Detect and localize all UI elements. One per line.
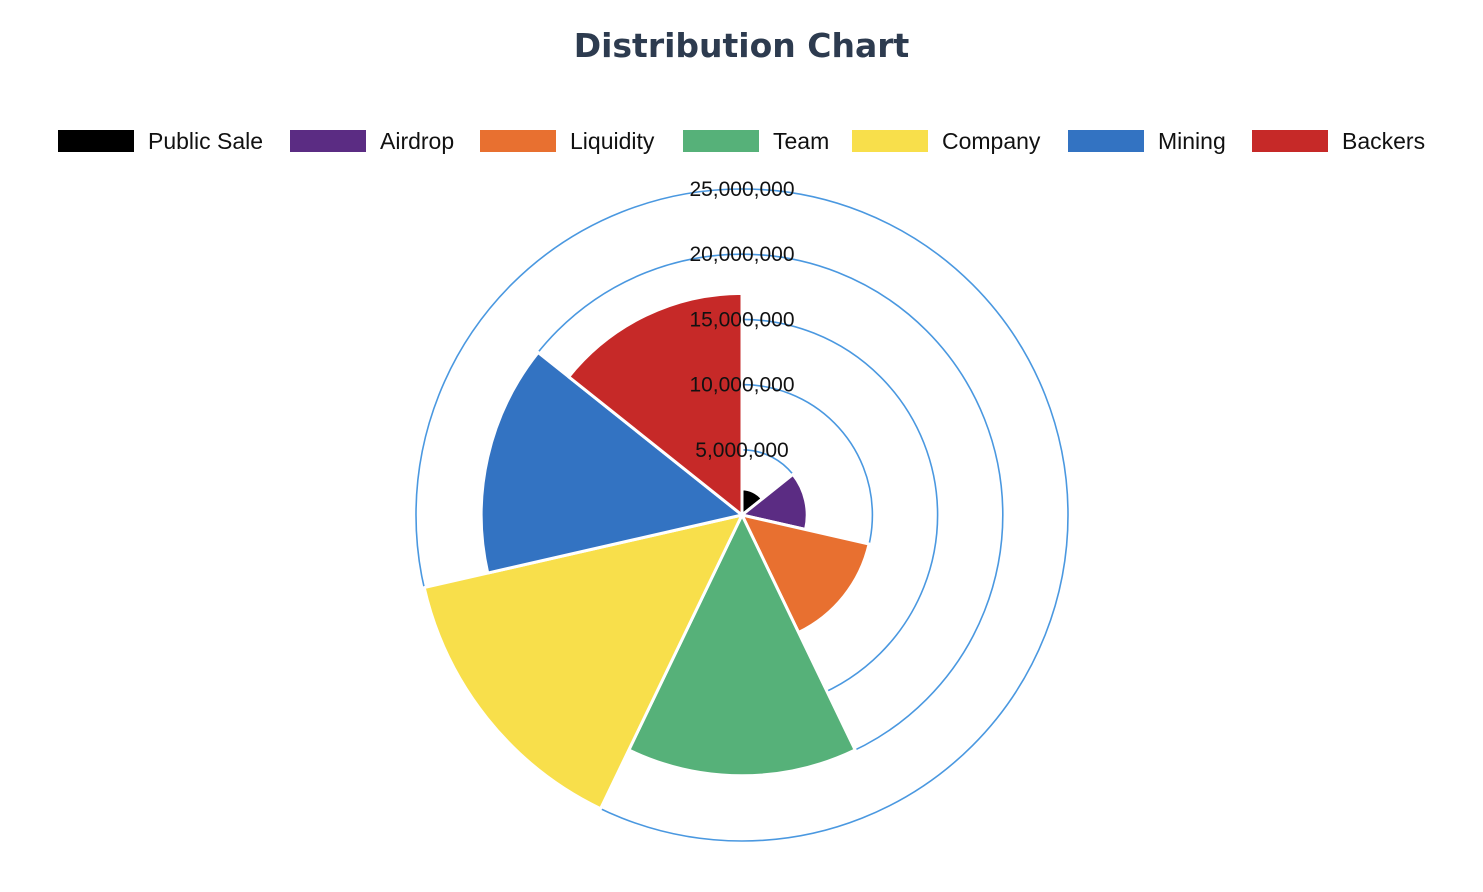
legend-item-company[interactable]: Company	[852, 127, 1040, 155]
legend-label: Backers	[1342, 127, 1426, 154]
legend: Public Sale Airdrop Liquidity Team Compa…	[0, 127, 1483, 155]
legend-label: Team	[773, 127, 830, 154]
legend-swatch	[1068, 130, 1144, 152]
grid-ring	[415, 188, 1069, 842]
legend-item-team[interactable]: Team	[683, 127, 829, 155]
tick-label: 15,000,000	[689, 308, 794, 331]
tick-label: 20,000,000	[689, 243, 794, 266]
legend-label: Mining	[1158, 127, 1226, 154]
legend-swatch	[683, 130, 759, 152]
legend-swatch	[58, 130, 134, 152]
legend-item-airdrop[interactable]: Airdrop	[290, 127, 454, 155]
legend-swatch	[480, 130, 556, 152]
legend-swatch	[1252, 130, 1328, 152]
chart-slices	[422, 291, 871, 811]
tick-labels: 5,000,000 10,000,000 15,000,000 20,000,000 2…	[689, 178, 794, 462]
slice-liquidity[interactable]	[740, 513, 871, 634]
slice-company[interactable]	[422, 513, 744, 811]
slice-mining[interactable]	[479, 350, 744, 575]
legend-item-backers[interactable]: Backers	[1252, 127, 1425, 155]
tick-label: 5,000,000	[695, 439, 788, 462]
legend-label: Public Sale	[148, 127, 264, 154]
slice-backers[interactable]	[567, 291, 744, 517]
chart-title: Distribution Chart	[573, 26, 910, 65]
legend-swatch	[852, 130, 928, 152]
legend-label: Airdrop	[380, 127, 455, 154]
legend-item-public-sale[interactable]: Public Sale	[58, 127, 263, 155]
legend-label: Company	[942, 127, 1041, 154]
legend-item-liquidity[interactable]: Liquidity	[480, 127, 654, 155]
legend-label: Liquidity	[570, 127, 655, 154]
tick-label: 10,000,000	[689, 374, 794, 397]
slice-team[interactable]	[627, 513, 857, 778]
legend-item-mining[interactable]: Mining	[1068, 127, 1226, 155]
tick-label: 25,000,000	[689, 178, 794, 201]
legend-swatch	[290, 130, 366, 152]
